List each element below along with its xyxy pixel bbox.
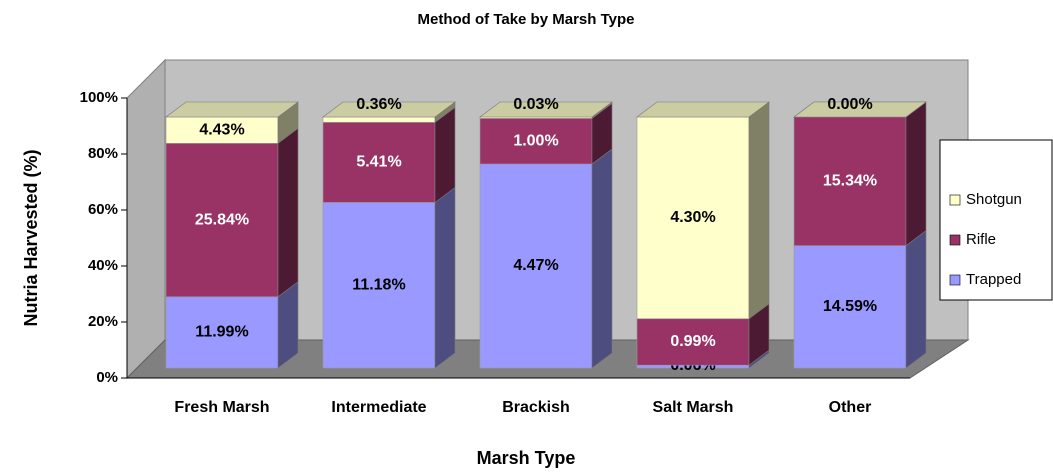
y-tick-label: 60%	[88, 201, 118, 218]
y-tick-label: 0%	[96, 369, 118, 386]
bar	[165, 101, 299, 144]
data-label: 15.34%	[823, 173, 877, 190]
x-tick-label: Salt Marsh	[653, 399, 734, 416]
bar-side	[434, 106, 456, 204]
bar-front	[636, 318, 750, 366]
bar-top	[322, 101, 456, 118]
bar	[165, 281, 299, 369]
bar	[479, 101, 613, 119]
data-label: 25.84%	[195, 211, 249, 228]
y-tick-label: 80%	[88, 145, 118, 162]
bar-front	[165, 143, 279, 298]
chart-title: Method of Take by Marsh Type	[418, 11, 635, 28]
x-tick-label: Intermediate	[331, 399, 426, 416]
y-axis-title: Nutria Harvested (%)	[21, 149, 41, 326]
legend-swatch	[949, 234, 961, 246]
x-tick-label: Other	[829, 399, 872, 416]
data-label: 5.41%	[356, 154, 401, 171]
legend	[939, 139, 1053, 301]
bar	[322, 186, 456, 369]
data-label: 0.99%	[670, 333, 715, 350]
bar-side	[748, 101, 770, 320]
bar	[636, 303, 770, 366]
bar-side	[277, 127, 299, 298]
legend-swatch	[949, 274, 961, 286]
bar-side	[905, 230, 927, 369]
legend-label: Rifle	[966, 231, 996, 248]
bar-side	[591, 148, 613, 369]
side-wall	[126, 58, 166, 380]
bar-front	[793, 245, 907, 369]
x-tick-label: Brackish	[502, 399, 570, 416]
bar	[636, 101, 770, 320]
data-label: 11.18%	[352, 276, 405, 293]
data-label: 0.36%	[356, 96, 401, 113]
data-label: 4.30%	[670, 209, 715, 226]
bar-front	[636, 116, 750, 320]
data-label: 4.47%	[513, 257, 558, 274]
bar-front	[479, 163, 593, 369]
y-tick-label: 100%	[80, 89, 118, 106]
bar-side	[434, 186, 456, 369]
data-label: 11.99%	[195, 324, 248, 341]
data-label: 0.03%	[513, 96, 558, 113]
x-tick-label: Fresh Marsh	[174, 399, 269, 416]
bar	[322, 106, 456, 204]
bar-front	[165, 116, 279, 144]
data-label: 4.43%	[199, 121, 244, 138]
data-label: 0.00%	[827, 96, 872, 113]
bar	[322, 101, 456, 123]
bar	[479, 102, 613, 165]
data-label: 1.00%	[513, 132, 558, 149]
bar-front	[479, 118, 593, 165]
bar-front	[165, 296, 279, 369]
bar-top	[165, 101, 299, 118]
x-axis-title: Marsh Type	[477, 448, 576, 468]
bar-top	[636, 101, 770, 118]
legend-label: Trapped	[966, 271, 1021, 288]
bar-top	[793, 101, 927, 118]
bar	[165, 127, 299, 298]
bar	[479, 148, 613, 369]
bar	[793, 101, 927, 118]
y-tick-label: 40%	[88, 257, 118, 274]
bar	[793, 230, 927, 369]
y-tick-label: 20%	[88, 313, 118, 330]
bar-front	[322, 202, 436, 369]
legend-label: Shotgun	[966, 191, 1022, 208]
bar-front	[322, 122, 436, 203]
bar-side	[905, 101, 927, 247]
legend-swatch	[949, 194, 961, 206]
data-label: 14.59%	[823, 298, 877, 315]
bar-front	[793, 116, 907, 246]
bar-front	[322, 116, 436, 123]
bar-top	[479, 101, 613, 118]
